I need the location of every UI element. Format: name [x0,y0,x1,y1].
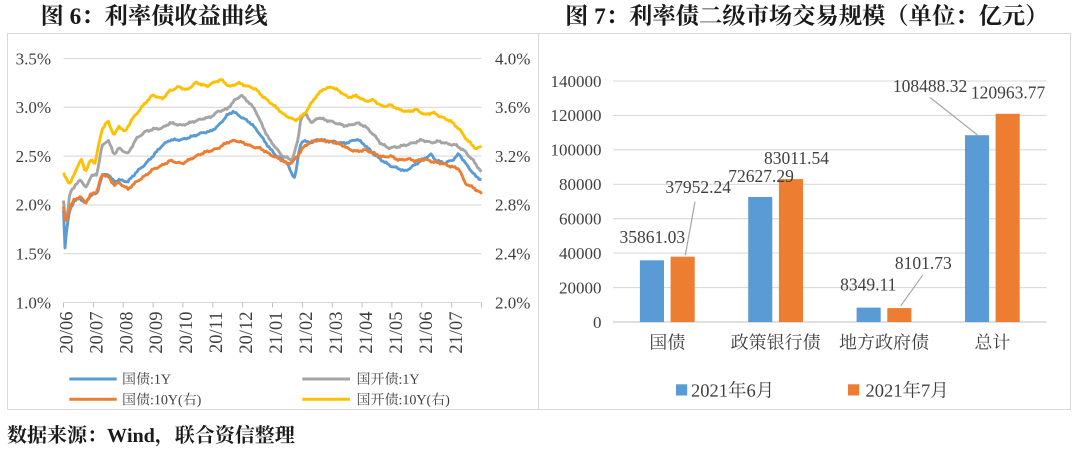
svg-text:40000: 40000 [559,244,602,263]
svg-text:3.0%: 3.0% [16,98,51,117]
svg-text:120000: 120000 [551,106,602,125]
svg-text:2.4%: 2.4% [495,245,530,264]
svg-text:72627.29: 72627.29 [728,166,794,186]
svg-text:2.0%: 2.0% [16,196,51,215]
svg-text:120963.77: 120963.77 [971,83,1046,103]
svg-text:20/08: 20/08 [117,312,137,354]
svg-text:35861.03: 35861.03 [619,227,685,247]
svg-text:20000: 20000 [559,278,602,297]
svg-text:20/11: 20/11 [207,312,227,353]
svg-text:21/01: 21/01 [267,312,287,354]
svg-text:2.0%: 2.0% [495,293,530,312]
svg-text:108488.32: 108488.32 [893,76,967,96]
svg-text:1.0%: 1.0% [16,293,51,312]
svg-text:20/09: 20/09 [147,312,167,354]
svg-text:100000: 100000 [551,141,602,160]
svg-text:3.5%: 3.5% [16,49,51,68]
svg-text:21/06: 21/06 [417,312,437,354]
svg-text:1.5%: 1.5% [16,245,51,264]
svg-text:0: 0 [593,313,602,332]
svg-text:21/05: 21/05 [387,312,407,354]
svg-text:20/07: 20/07 [87,312,107,354]
svg-text:80000: 80000 [559,175,602,194]
svg-text:37952.24: 37952.24 [665,177,731,197]
svg-text:140000: 140000 [551,72,602,91]
svg-text:3.2%: 3.2% [495,147,530,166]
svg-text:83011.54: 83011.54 [764,148,829,168]
svg-text:20/06: 20/06 [57,312,77,354]
svg-text:20/10: 20/10 [177,312,197,354]
svg-text:21/04: 21/04 [357,312,377,354]
svg-text:8349.11: 8349.11 [840,275,896,295]
svg-text:3.6%: 3.6% [495,98,530,117]
svg-text:2.5%: 2.5% [16,147,51,166]
svg-text:21/03: 21/03 [327,312,347,354]
svg-text:20/12: 20/12 [237,312,257,354]
svg-text:2.8%: 2.8% [495,196,530,215]
svg-text:21/07: 21/07 [447,312,467,354]
svg-text:60000: 60000 [559,210,602,229]
svg-text:21/02: 21/02 [297,312,317,354]
svg-text:4.0%: 4.0% [495,49,530,68]
svg-text:8101.73: 8101.73 [895,253,952,273]
